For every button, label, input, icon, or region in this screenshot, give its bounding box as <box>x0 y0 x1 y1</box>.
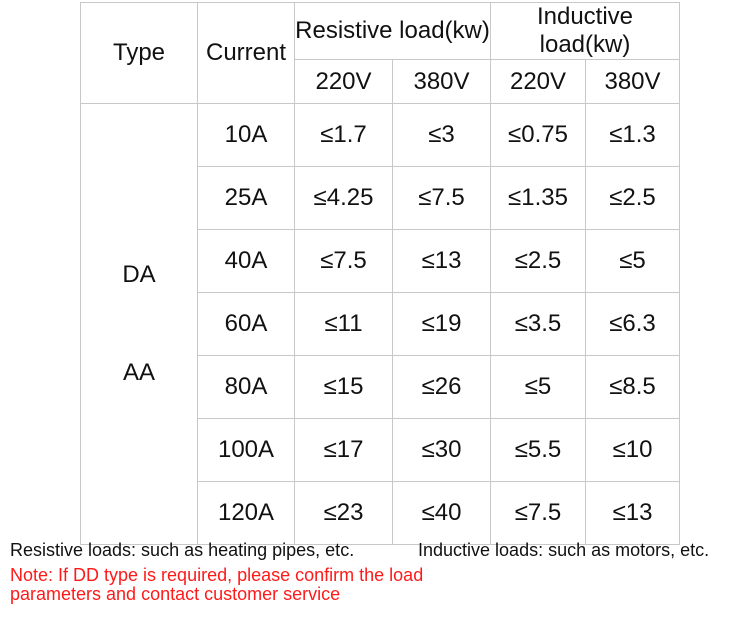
resistive-load-note: Resistive loads: such as heating pipes, … <box>10 540 355 560</box>
resistive-380v-cell: ≤3 <box>392 103 491 167</box>
type-da: DA <box>122 260 156 288</box>
table-row: 80A ≤15 ≤26 ≤5 ≤8.5 <box>81 355 680 419</box>
resistive-380v-header: 380V <box>392 59 491 104</box>
inductive-380v-cell: ≤5 <box>585 229 680 293</box>
table-row: 120A ≤23 ≤40 ≤7.5 ≤13 <box>81 481 680 545</box>
current-cell: 80A <box>197 355 295 419</box>
inductive-load-header: Inductive load(kw) <box>490 2 680 60</box>
resistive-380v-cell: ≤30 <box>392 418 491 482</box>
inductive-380v-header: 380V <box>585 59 680 104</box>
resistive-220v-cell: ≤23 <box>294 481 393 545</box>
resistive-220v-cell: ≤1.7 <box>294 103 393 167</box>
table-row: DA AA 10A ≤1.7 ≤3 ≤0.75 ≤1.3 <box>80 103 680 545</box>
table-row: 40A ≤7.5 ≤13 ≤2.5 ≤5 <box>81 229 680 293</box>
resistive-load-header: Resistive load(kw) <box>294 2 491 60</box>
load-spec-table: Type Current Resistive load(kw) Inductiv… <box>80 2 680 545</box>
resistive-220v-cell: ≤4.25 <box>294 166 393 230</box>
resistive-220v-cell: ≤11 <box>294 292 393 356</box>
inductive-380v-cell: ≤8.5 <box>585 355 680 419</box>
inductive-380v-cell: ≤2.5 <box>585 166 680 230</box>
current-cell: 60A <box>197 292 295 356</box>
warning-note-line-1: Note: If DD type is required, please con… <box>10 565 424 585</box>
inductive-220v-cell: ≤5.5 <box>490 418 586 482</box>
type-cell: DA AA <box>80 103 198 545</box>
current-cell: 40A <box>197 229 295 293</box>
current-header: Current <box>197 2 295 104</box>
inductive-220v-cell: ≤2.5 <box>490 229 586 293</box>
resistive-380v-cell: ≤19 <box>392 292 491 356</box>
resistive-380v-cell: ≤26 <box>392 355 491 419</box>
inductive-220v-cell: ≤1.35 <box>490 166 586 230</box>
inductive-380v-cell: ≤1.3 <box>585 103 680 167</box>
resistive-220v-cell: ≤15 <box>294 355 393 419</box>
table-row: 60A ≤11 ≤19 ≤3.5 ≤6.3 <box>81 292 680 356</box>
current-cell: 10A <box>197 103 295 167</box>
type-aa: AA <box>122 359 155 386</box>
inductive-220v-cell: ≤7.5 <box>490 481 586 545</box>
inductive-220v-cell: ≤0.75 <box>490 103 586 167</box>
resistive-220v-cell: ≤17 <box>294 418 393 482</box>
inductive-220v-cell: ≤3.5 <box>490 292 586 356</box>
inductive-380v-cell: ≤6.3 <box>585 292 680 356</box>
table-row: 100A ≤17 ≤30 ≤5.5 ≤10 <box>81 418 680 482</box>
resistive-380v-cell: ≤7.5 <box>392 166 491 230</box>
header-row: Type Current Resistive load(kw) Inductiv… <box>80 2 680 104</box>
resistive-220v-cell: ≤7.5 <box>294 229 393 293</box>
inductive-220v-header: 220V <box>490 59 586 104</box>
type-header: Type <box>80 2 198 104</box>
resistive-380v-cell: ≤13 <box>392 229 491 293</box>
current-cell: 25A <box>197 166 295 230</box>
warning-note-line-2: parameters and contact customer service <box>10 584 341 604</box>
inductive-380v-cell: ≤10 <box>585 418 680 482</box>
current-cell: 100A <box>197 418 295 482</box>
resistive-220v-header: 220V <box>294 59 393 104</box>
inductive-220v-cell: ≤5 <box>490 355 586 419</box>
table-row: 25A ≤4.25 ≤7.5 ≤1.35 ≤2.5 <box>81 166 680 230</box>
resistive-380v-cell: ≤40 <box>392 481 491 545</box>
inductive-380v-cell: ≤13 <box>585 481 680 545</box>
inductive-load-note: Inductive loads: such as motors, etc. <box>418 540 710 560</box>
current-cell: 120A <box>197 481 295 545</box>
